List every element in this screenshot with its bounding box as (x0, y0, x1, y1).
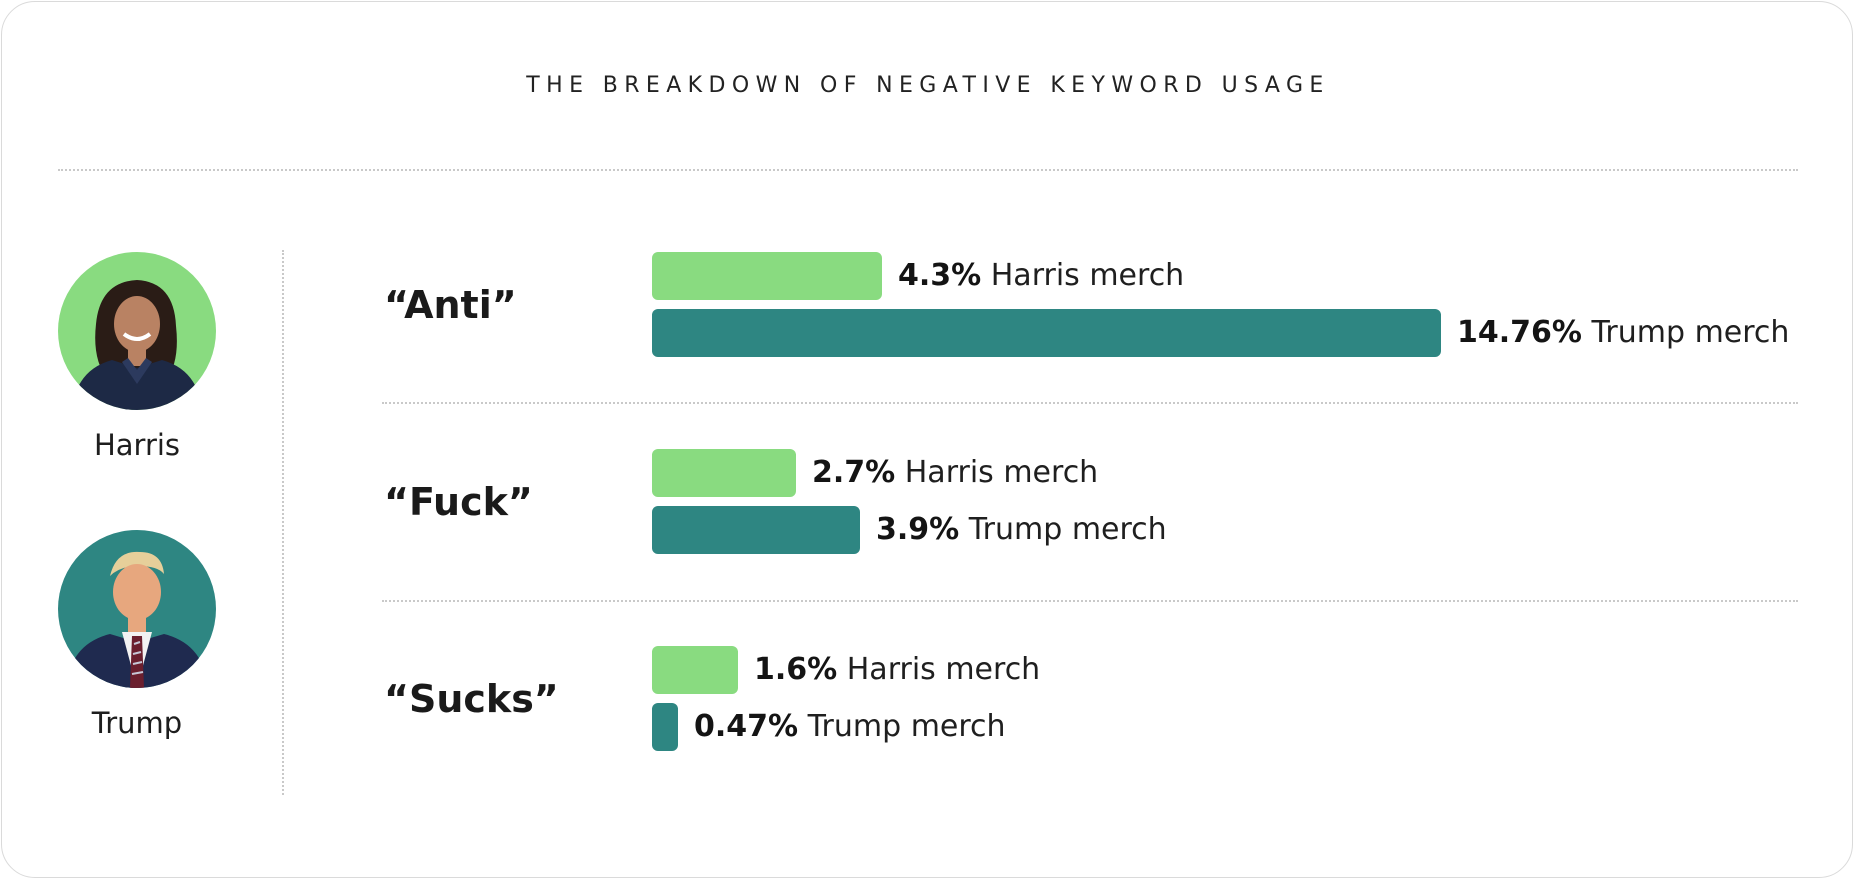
bar-harris-sucks (652, 646, 738, 694)
trump-portrait-icon (58, 530, 216, 688)
value-label-trump-sucks: 0.47% (694, 709, 799, 744)
group-divider-1 (382, 402, 1798, 404)
legend-label-trump: Trump (91, 706, 183, 740)
bar-harris-fuck (652, 449, 796, 497)
harris-portrait-icon (58, 252, 216, 410)
bar-trump-fuck (652, 506, 860, 554)
value-label-trump-fuck: 3.9% (876, 512, 960, 547)
title-divider (58, 169, 1798, 171)
series-suffix-harris-sucks: Harris merch (846, 652, 1041, 687)
category-label-sucks: “Sucks” (384, 677, 559, 721)
legend-label-harris: Harris (93, 428, 181, 462)
series-suffix-trump-anti: Trump merch (1591, 315, 1790, 350)
value-label-trump-anti: 14.76% (1457, 315, 1582, 350)
value-label-harris-anti: 4.3% (898, 258, 982, 293)
category-label-fuck: “Fuck” (384, 480, 533, 524)
series-suffix-harris-fuck: Harris merch (904, 455, 1099, 490)
legend-divider (282, 250, 284, 795)
series-suffix-trump-fuck: Trump merch (968, 512, 1167, 547)
bar-label-trump-anti: 14.76% Trump merch (1457, 309, 1789, 357)
bar-trump-anti (652, 309, 1441, 357)
series-suffix-trump-sucks: Trump merch (807, 709, 1006, 744)
bar-label-harris-sucks: 1.6% Harris merch (754, 646, 1040, 694)
bar-label-trump-fuck: 3.9% Trump merch (876, 506, 1167, 554)
value-label-harris-sucks: 1.6% (754, 652, 838, 687)
bar-trump-sucks (652, 703, 678, 751)
series-suffix-harris-anti: Harris merch (990, 258, 1185, 293)
category-label-anti: “Anti” (384, 283, 517, 327)
value-label-harris-fuck: 2.7% (812, 455, 896, 490)
group-divider-2 (382, 600, 1798, 602)
chart-title: THE BREAKDOWN OF NEGATIVE KEYWORD USAGE (526, 73, 1330, 98)
bar-label-trump-sucks: 0.47% Trump merch (694, 703, 1006, 751)
bar-label-harris-anti: 4.3% Harris merch (898, 252, 1184, 300)
bar-label-harris-fuck: 2.7% Harris merch (812, 449, 1098, 497)
bar-harris-anti (652, 252, 882, 300)
